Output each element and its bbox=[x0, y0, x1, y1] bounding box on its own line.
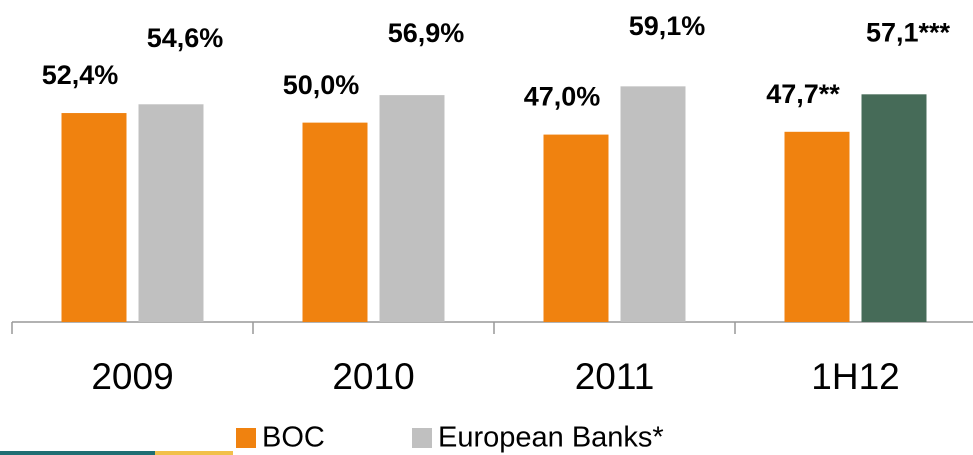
legend-label: European Banks* bbox=[438, 422, 664, 454]
legend-swatch bbox=[236, 428, 256, 448]
bar bbox=[620, 86, 686, 323]
x-tick-label: 2009 bbox=[91, 356, 173, 397]
x-tick-label: 2010 bbox=[332, 356, 414, 397]
bar bbox=[543, 134, 609, 322]
data-label: 57,1*** bbox=[866, 17, 951, 47]
decor-bar bbox=[0, 451, 155, 455]
legend-swatch bbox=[412, 428, 432, 448]
bar bbox=[138, 104, 204, 322]
decor-bar bbox=[155, 451, 233, 455]
data-label: 52,4% bbox=[42, 60, 119, 90]
legend-label: BOC bbox=[262, 422, 325, 454]
x-tick-label: 1H12 bbox=[811, 356, 899, 397]
bar bbox=[302, 122, 368, 322]
data-label: 59,1% bbox=[629, 11, 706, 41]
data-label: 47,7** bbox=[766, 79, 840, 109]
data-label: 56,9% bbox=[388, 18, 465, 48]
x-tick-label: 2011 bbox=[575, 356, 655, 397]
bar bbox=[61, 113, 127, 323]
bar bbox=[379, 95, 445, 322]
data-label: 50,0% bbox=[283, 70, 360, 100]
bar bbox=[784, 131, 850, 322]
data-label: 47,0% bbox=[524, 82, 601, 112]
data-label: 54,6% bbox=[147, 23, 224, 53]
bar bbox=[861, 94, 927, 322]
